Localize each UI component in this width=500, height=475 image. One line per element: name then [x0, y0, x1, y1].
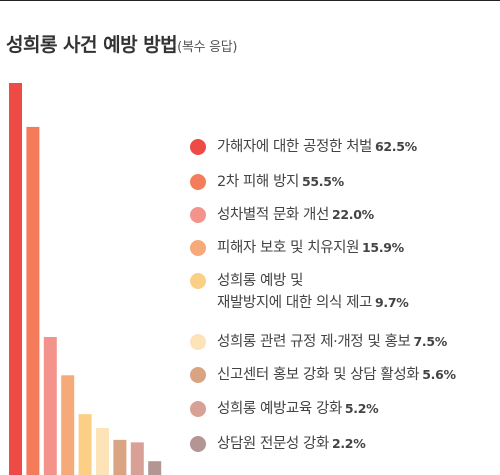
- legend-label-line: 상담원 전문성 강화 2.2%: [217, 436, 366, 452]
- legend-item: 가해자에 대한 공정한 처벌 62.5%: [190, 136, 417, 158]
- legend-value: 2.2%: [331, 436, 366, 451]
- legend-label: 피해자 보호 및 치유지원 15.9%: [217, 237, 404, 259]
- bar-2: [26, 126, 40, 475]
- legend-label: 2차 피해 방지 55.5%: [217, 171, 344, 193]
- legend-label: 성차별적 문화 개선 22.0%: [217, 204, 374, 226]
- legend-value: 15.9%: [362, 240, 404, 255]
- bar-3: [43, 337, 57, 475]
- chart-title: 성희롱 사건 예방 방법(복수 응답): [6, 30, 238, 57]
- legend-swatch: [190, 139, 206, 155]
- top-rule: [0, 0, 500, 1]
- legend-swatch: [190, 401, 206, 417]
- legend-item: 2차 피해 방지 55.5%: [190, 171, 344, 193]
- bar-9: [148, 461, 162, 475]
- legend-value: 7.5%: [413, 334, 447, 349]
- legend-label: 신고센터 홍보 강화 및 상담 활성화 5.6%: [217, 364, 456, 386]
- legend-value: 22.0%: [331, 207, 374, 222]
- legend-label-line: 성희롱 예방 및: [217, 273, 304, 289]
- legend-value: 5.2%: [344, 401, 379, 416]
- legend-value: 62.5%: [374, 139, 417, 154]
- legend-swatch: [190, 174, 206, 190]
- legend-label-line: 가해자에 대한 공정한 처벌 62.5%: [217, 139, 417, 155]
- legend-label: 성희롱 관련 규정 제·개정 및 홍보 7.5%: [217, 331, 447, 353]
- legend-swatch: [190, 436, 206, 452]
- legend-item: 피해자 보호 및 치유지원 15.9%: [190, 237, 404, 259]
- legend-swatch: [190, 207, 206, 223]
- bar-8: [130, 442, 144, 475]
- bar-1: [9, 83, 22, 475]
- legend-swatch: [190, 334, 206, 350]
- legend-label-line: 성희롱 관련 규정 제·개정 및 홍보 7.5%: [217, 334, 447, 350]
- legend-label: 상담원 전문성 강화 2.2%: [217, 433, 366, 455]
- legend-label: 성희롱 예방교육 강화 5.2%: [217, 398, 379, 420]
- legend-label-line: 2차 피해 방지 55.5%: [217, 174, 344, 190]
- legend-item: 성희롱 관련 규정 제·개정 및 홍보 7.5%: [190, 331, 447, 353]
- legend-item: 성차별적 문화 개선 22.0%: [190, 204, 374, 226]
- legend-label-line: 신고센터 홍보 강화 및 상담 활성화 5.6%: [217, 367, 456, 383]
- bar-6: [96, 427, 109, 475]
- legend-item: 상담원 전문성 강화 2.2%: [190, 433, 366, 455]
- bar-7: [113, 439, 127, 475]
- legend-label-line: 재발방지에 대한 의식 제고 9.7%: [217, 295, 409, 311]
- legend-value: 9.7%: [374, 295, 409, 310]
- legend-label-line: 성차별적 문화 개선 22.0%: [217, 207, 374, 223]
- bar-4: [61, 375, 75, 475]
- chart-title-main: 성희롱 사건 예방 방법: [6, 34, 178, 56]
- legend-value: 55.5%: [301, 174, 344, 189]
- legend-swatch: [190, 240, 206, 256]
- bar-5: [78, 414, 92, 475]
- legend-item: 성희롱 예방교육 강화 5.2%: [190, 398, 379, 420]
- legend-value: 5.6%: [422, 367, 456, 382]
- legend-swatch: [190, 273, 206, 289]
- legend-item: 신고센터 홍보 강화 및 상담 활성화 5.6%: [190, 364, 456, 386]
- chart-title-sub: (복수 응답): [177, 40, 238, 55]
- legend-label-line: 피해자 보호 및 치유지원 15.9%: [217, 240, 404, 256]
- legend-swatch: [190, 367, 206, 383]
- legend-label-line: 성희롱 예방교육 강화 5.2%: [217, 401, 379, 417]
- legend-label: 가해자에 대한 공정한 처벌 62.5%: [217, 136, 417, 158]
